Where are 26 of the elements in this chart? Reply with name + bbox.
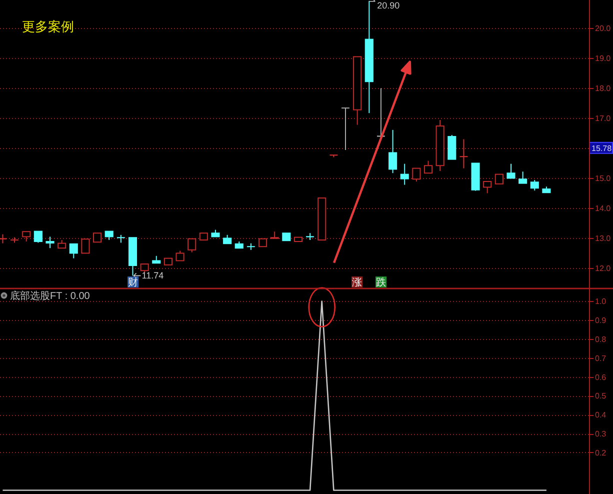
y-tick-label: 0.8 bbox=[595, 335, 607, 344]
y-tick-label: 14.0 bbox=[595, 204, 612, 213]
y-tick-label: 15.0 bbox=[595, 174, 612, 183]
event-marker: 财 bbox=[128, 276, 138, 288]
annotation: 20.90 bbox=[377, 0, 400, 10]
text: 更多案例 bbox=[22, 19, 74, 34]
y-tick-label: 20.0 bbox=[595, 24, 612, 33]
y-tick-label: 17.0 bbox=[595, 114, 612, 123]
y-tick-label: 13.0 bbox=[595, 234, 612, 243]
y-tick-label: 0.2 bbox=[595, 448, 607, 458]
y-tick-label: 12.0 bbox=[595, 264, 612, 273]
y-tick-label: 0.6 bbox=[595, 372, 607, 382]
annotation: 11.74 bbox=[142, 270, 164, 281]
y-tick-label: 19.0 bbox=[595, 54, 612, 63]
y-tick-label: 0.5 bbox=[595, 392, 607, 401]
event-marker: 跌 bbox=[376, 276, 386, 288]
chart-title: 底部选股FT : 0.00 bbox=[10, 290, 90, 302]
y-tick-label: 0.9 bbox=[595, 316, 607, 326]
y-tick-label: 0.4 bbox=[595, 410, 607, 420]
y-tick-label: 0.3 bbox=[595, 430, 607, 439]
event-marker: 涨 bbox=[352, 276, 362, 288]
y-tick-label: 0.7 bbox=[595, 354, 607, 363]
y-tick-label: 1.0 bbox=[595, 297, 607, 306]
price-note: 20.90 bbox=[368, 0, 400, 10]
y-tick-label: 18.0 bbox=[595, 84, 612, 93]
price-tag: 15.78 bbox=[589, 142, 613, 154]
